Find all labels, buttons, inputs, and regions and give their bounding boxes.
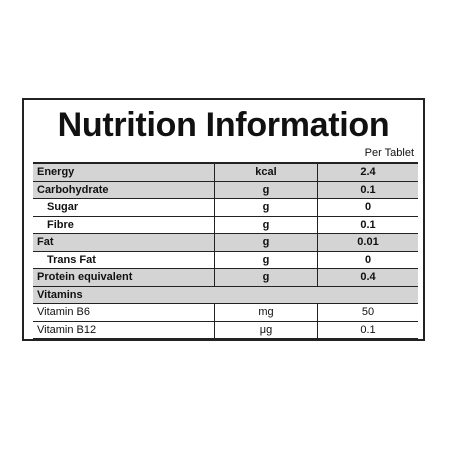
unit: mg xyxy=(215,304,318,321)
amount: 2.4 xyxy=(360,166,376,178)
nutrient: Fat xyxy=(33,234,215,251)
nutrient: Energy xyxy=(33,164,215,181)
nutrient: Vitamin B12 xyxy=(33,321,215,338)
unit: g xyxy=(215,251,318,268)
title: Nutrition Information xyxy=(57,106,390,144)
unit: g xyxy=(215,269,318,286)
row: Vitamins xyxy=(33,286,418,304)
amount: 50 xyxy=(361,306,375,318)
unit: g xyxy=(215,216,318,233)
amount: 0.4 xyxy=(360,271,376,283)
amount: 0 xyxy=(364,201,372,213)
nutrient: Sugar xyxy=(33,199,215,216)
nutrient: Vitamin B6 xyxy=(33,304,215,321)
row: Trans Fat g 0 xyxy=(33,251,418,269)
row: Fat g 0.01 xyxy=(33,234,418,252)
amount: 0.1 xyxy=(360,183,376,196)
row: Fibre g 0.1 xyxy=(33,216,418,234)
nutrient: Protein equivalent xyxy=(33,269,215,286)
nutrition-table: Energy kcal 2.4 Carbohydrate g 0.1 Sugar g 0 F… xyxy=(33,162,418,339)
amount: 0.01 xyxy=(357,236,379,248)
unit: g xyxy=(215,234,318,251)
nutrient: Carbohydrate xyxy=(33,181,215,198)
unit: g xyxy=(215,199,318,216)
row: Protein equivalent g 0.4 xyxy=(33,269,418,287)
section-heading: Vitamins xyxy=(37,288,83,301)
unit: g xyxy=(215,181,318,198)
nutrient: Fibre xyxy=(33,216,215,233)
nutrient: Trans Fat xyxy=(33,251,215,268)
amount: 0.1 xyxy=(360,323,376,336)
unit: kcal xyxy=(215,164,318,181)
row: Vitamin B6 mg 50 xyxy=(33,304,418,322)
row: Energy kcal 2.4 xyxy=(33,164,418,182)
nutrition-label: Nutrition Information Per Tablet Energy k… xyxy=(22,98,425,341)
row: Sugar g 0 xyxy=(33,199,418,217)
amount: 0.1 xyxy=(360,218,376,231)
row: Vitamin B12 μg 0.1 xyxy=(33,321,418,339)
unit: μg xyxy=(215,321,318,338)
amount: 0 xyxy=(364,253,372,266)
row: Carbohydrate g 0.1 xyxy=(33,181,418,199)
serving: Per Tablet xyxy=(364,147,414,159)
